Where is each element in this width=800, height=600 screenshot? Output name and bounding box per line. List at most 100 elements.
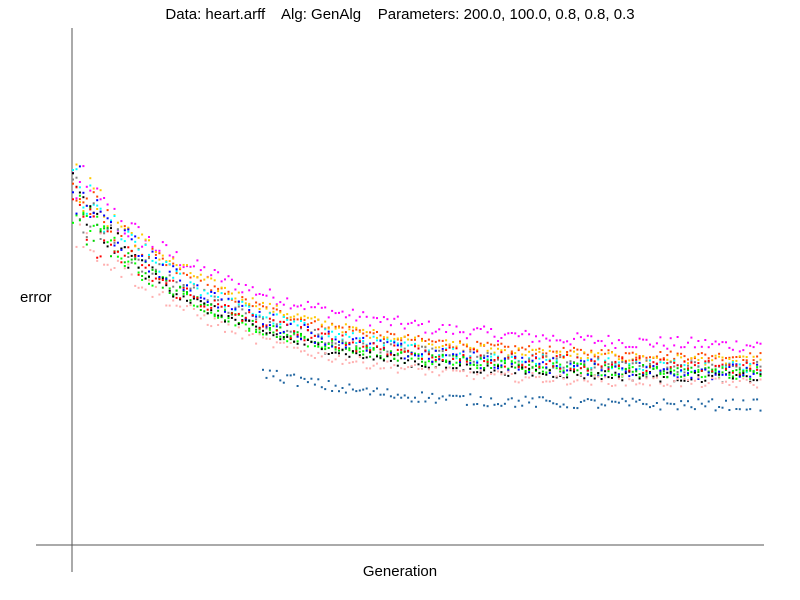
- data-point-series-8: [642, 374, 645, 377]
- data-point-series-3: [417, 344, 420, 347]
- data-point-series-5: [244, 312, 247, 315]
- data-point-series-8: [421, 365, 423, 367]
- data-point-series-10: [103, 239, 106, 242]
- data-point-series-9: [206, 301, 209, 303]
- data-point-series-11: [573, 380, 575, 383]
- data-point-series-3: [611, 351, 613, 354]
- data-point-series-12: [714, 409, 717, 412]
- data-point-series-5: [421, 345, 423, 348]
- data-point-series-5: [541, 354, 544, 357]
- data-point-series-10: [421, 357, 423, 360]
- data-point-series-3: [445, 339, 448, 342]
- data-point-series-10: [745, 361, 748, 364]
- data-point-series-9: [500, 364, 503, 367]
- data-point-series-10: [700, 369, 703, 372]
- data-point-series-7: [583, 364, 586, 367]
- data-point-series-4: [455, 357, 458, 360]
- data-point-series-4: [393, 340, 396, 343]
- data-point-series-5: [289, 330, 292, 333]
- data-point-series-12: [355, 390, 358, 393]
- data-point-series-10: [597, 363, 600, 366]
- data-point-series-7: [607, 366, 610, 369]
- data-point-series-10: [137, 273, 140, 276]
- data-point-series-8: [103, 241, 106, 244]
- data-point-series-2: [538, 347, 541, 350]
- data-point-series-9: [728, 366, 731, 368]
- data-point-series-8: [742, 372, 745, 375]
- data-point-series-1: [175, 251, 178, 254]
- data-point-series-10: [403, 350, 406, 353]
- data-point-series-11: [203, 314, 206, 317]
- data-point-series-7: [687, 368, 689, 371]
- data-point-series-4: [172, 276, 175, 279]
- data-point-series-12: [296, 385, 299, 387]
- data-point-series-10: [583, 365, 586, 368]
- data-point-series-7: [611, 373, 613, 376]
- data-point-series-2: [293, 318, 296, 321]
- data-point-series-10: [459, 359, 461, 362]
- data-point-series-1: [300, 304, 302, 307]
- data-point-series-11: [344, 358, 347, 361]
- data-point-series-8: [752, 379, 755, 382]
- data-point-series-1: [645, 338, 648, 341]
- data-point-series-9: [320, 337, 323, 340]
- data-point-series-12: [673, 403, 676, 406]
- data-point-series-3: [199, 273, 202, 276]
- data-point-series-11: [334, 358, 337, 361]
- data-point-series-8: [548, 369, 551, 372]
- data-point-series-7: [441, 353, 444, 356]
- data-point-series-8: [662, 376, 665, 378]
- data-point-series-12: [382, 393, 385, 396]
- data-point-series-2: [593, 355, 596, 358]
- data-point-series-3: [141, 233, 144, 236]
- data-point-series-7: [749, 369, 752, 372]
- data-point-series-10: [683, 360, 686, 363]
- data-point-series-3: [438, 346, 441, 349]
- data-point-series-4: [545, 358, 548, 361]
- data-point-series-5: [631, 362, 634, 365]
- data-point-series-10: [749, 367, 752, 370]
- data-point-series-9: [334, 338, 337, 341]
- data-point-series-6: [96, 215, 99, 218]
- data-point-series-5: [189, 287, 192, 290]
- data-point-series-10: [469, 356, 472, 359]
- data-point-series-9: [151, 250, 154, 253]
- data-point-series-5: [344, 341, 347, 344]
- data-point-series-11: [296, 346, 299, 349]
- data-point-series-7: [462, 355, 465, 358]
- data-point-series-1: [189, 265, 192, 268]
- data-point-series-3: [749, 364, 752, 367]
- data-point-series-12: [611, 400, 613, 403]
- data-point-series-7: [110, 255, 112, 258]
- data-point-series-4: [559, 365, 562, 368]
- data-point-series-8: [106, 245, 109, 248]
- data-point-series-5: [331, 341, 334, 344]
- data-point-series-11: [749, 381, 752, 384]
- data-point-series-9: [92, 212, 95, 215]
- data-point-series-1: [541, 334, 544, 337]
- data-point-series-6: [141, 278, 144, 281]
- data-point-series-8: [123, 246, 126, 249]
- data-point-series-10: [452, 358, 455, 360]
- data-point-series-3: [161, 254, 164, 257]
- data-point-series-8: [552, 375, 555, 378]
- data-point-series-5: [559, 356, 562, 359]
- data-point-series-4: [203, 289, 206, 292]
- data-point-series-6: [469, 363, 472, 366]
- data-point-series-10: [541, 356, 544, 359]
- data-point-series-11: [718, 377, 721, 380]
- data-point-series-7: [721, 371, 724, 374]
- data-point-series-2: [275, 308, 278, 311]
- data-point-series-7: [697, 371, 700, 373]
- data-point-series-1: [414, 319, 416, 322]
- data-point-series-9: [666, 368, 669, 371]
- data-point-series-10: [244, 316, 247, 319]
- data-point-series-6: [476, 367, 479, 370]
- data-point-series-1: [562, 341, 565, 344]
- data-point-series-2: [604, 352, 607, 355]
- data-point-series-5: [483, 354, 486, 357]
- data-point-series-11: [676, 377, 679, 380]
- data-point-series-9: [393, 341, 396, 344]
- data-point-series-2: [217, 287, 220, 290]
- data-point-series-9: [189, 289, 192, 292]
